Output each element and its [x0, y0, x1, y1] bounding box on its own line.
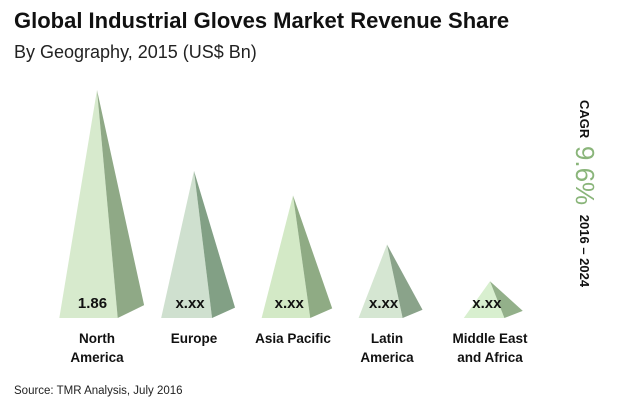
category-label: Europe — [171, 331, 218, 346]
pyramid-1: 1.86 — [59, 90, 145, 318]
chart-title: Global Industrial Gloves Market Revenue … — [14, 8, 510, 33]
cagr-annotation: CAGR 9.6% 2016 – 2024 — [570, 100, 600, 288]
value-label: x.xx — [275, 295, 305, 312]
pyramid-group: 1.86 x.xx x.xx x.xx x.xx — [59, 90, 523, 318]
source-note: Source: TMR Analysis, July 2016 — [14, 385, 183, 397]
cagr-value: 9.6% — [570, 146, 600, 205]
pyramid-dark-face — [293, 195, 333, 318]
value-label: x.xx — [472, 295, 502, 312]
pyramid-3: x.xx — [261, 195, 333, 318]
pyramid-light-face — [59, 90, 118, 318]
pyramid-4: x.xx — [358, 244, 423, 318]
category-label: Asia Pacific — [255, 331, 331, 346]
pyramid-2: x.xx — [161, 170, 236, 318]
value-label: x.xx — [175, 295, 205, 312]
pyramid-dark-face — [490, 281, 523, 318]
category-label-group: North America Europe Asia Pacific Latin Ameri… — [70, 331, 528, 365]
value-label: x.xx — [369, 295, 399, 312]
value-label: 1.86 — [78, 295, 107, 312]
pyramid-light-face — [261, 195, 311, 318]
pyramid-dark-face — [387, 244, 423, 318]
pyramid-light-face — [358, 244, 403, 318]
pyramid-dark-face — [97, 90, 145, 318]
category-label: Middle East and Africa — [452, 331, 528, 365]
cagr-prefix: CAGR — [577, 100, 592, 139]
category-label: North America — [70, 331, 124, 365]
pyramid-dark-face — [194, 170, 236, 318]
pyramid-light-face — [161, 170, 213, 318]
svg-text:CAGR 9.6% 2016 – 2: CAGR 9.6% 2016 – 2024 — [570, 100, 600, 288]
chart-subtitle: By Geography, 2015 (US$ Bn) — [14, 42, 257, 62]
pyramid-light-face — [463, 281, 505, 318]
cagr-period: 2016 – 2024 — [577, 215, 592, 288]
category-label: Latin America — [360, 331, 414, 365]
pyramid-5: x.xx — [463, 281, 523, 318]
